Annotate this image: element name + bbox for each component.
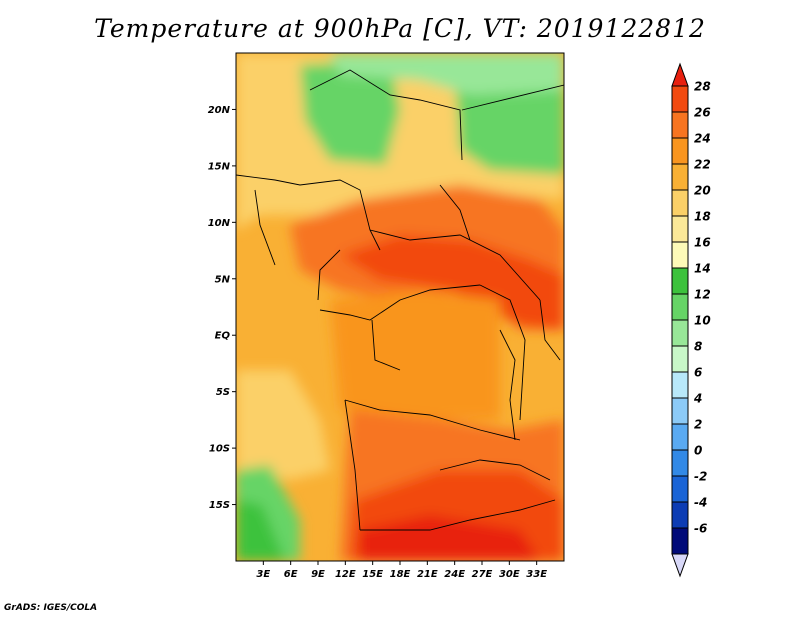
colorbar-label: 24 [694,132,711,146]
colorbar-segment [671,397,689,425]
colorbar-segment [671,527,689,555]
lat-tick-label: EQ [215,331,231,342]
lat-tick-label: 15S [209,500,230,511]
region-west-coast-cool [236,370,330,480]
colorbar-label: 20 [694,184,711,198]
region-sahara-green [300,60,400,165]
region-south-hottest [360,515,540,561]
lat-tick-label: 5N [215,274,231,285]
region-car-veryhot [340,235,564,330]
lat-tick-label: 15N [208,161,231,172]
grads-credit: GrADS: IGES/COLA [4,603,98,613]
lon-tick-label: 21E [417,569,438,580]
lon-tick-label: 12E [335,569,356,580]
latitude-axis: 20N 15N 10N 5N EQ 5S 10S 15S [208,105,236,511]
colorbar-segment [671,371,689,399]
chart-title: Temperature at 900hPa [C], VT: 201912281… [94,14,706,43]
lon-tick-label: 3E [256,569,270,580]
colorbar-label: 10 [694,314,711,328]
colorbar-label: 4 [693,392,702,406]
temperature-field [236,53,564,561]
region-namibia-darkgreen [236,500,285,561]
lon-tick-label: 18E [390,569,411,580]
colorbar-segment [671,215,689,243]
colorbar-label: 28 [694,80,711,94]
colorbar-label: 6 [694,366,702,380]
colorbar-label: 22 [694,158,711,172]
colorbar-top-arrow [671,62,689,87]
lon-tick-label: 6E [284,569,298,580]
colorbar-segment [671,423,689,451]
lat-tick-label: 10S [209,444,230,455]
region-northeast-green [455,78,564,175]
colorbar-label: 12 [694,288,711,302]
colorbar-label: -6 [694,522,707,536]
colorbar-label: 14 [694,262,711,276]
lon-tick-label: 33E [526,569,547,580]
lat-tick-label: 10N [208,218,231,229]
colorbar-segment [671,475,689,503]
colorbar-label: 26 [694,106,711,120]
lon-tick-label: 30E [499,569,520,580]
colorbar-label: 0 [694,444,702,458]
lon-tick-label: 15E [362,569,383,580]
colorbar-bottom-arrow [671,553,689,578]
colorbar-label: -2 [694,470,707,484]
colorbar-segment [671,189,689,217]
colorbar-segment [671,163,689,191]
longitude-axis: 3E 6E 9E 12E 15E 18E 21E 24E 27E 30E 33E [256,561,547,580]
colorbar-segment [671,449,689,477]
lon-tick-label: 24E [444,569,465,580]
colorbar-segment [671,345,689,373]
colorbar-segment [671,267,689,295]
lat-tick-label: 5S [216,387,230,398]
colorbar-label: 8 [694,340,702,354]
region-congo-warm [330,290,500,420]
colorbar-segment [671,85,689,113]
colorbar-label: 2 [694,418,702,432]
colorbar-segment [671,501,689,529]
colorbar-label: 18 [694,210,711,224]
colorbar-label: -4 [694,496,707,510]
colorbar-segment [671,137,689,165]
country-borders [236,69,564,531]
colorbar-segment [671,293,689,321]
region-north-lightgreen [330,53,564,95]
lon-tick-label: 27E [472,569,493,580]
colorbar-segment [671,319,689,347]
lat-tick-label: 20N [208,105,231,116]
colorbar-segment [671,241,689,269]
colorbar-label: 16 [694,236,711,250]
colorbar-segment [671,111,689,139]
lon-tick-label: 9E [311,569,325,580]
